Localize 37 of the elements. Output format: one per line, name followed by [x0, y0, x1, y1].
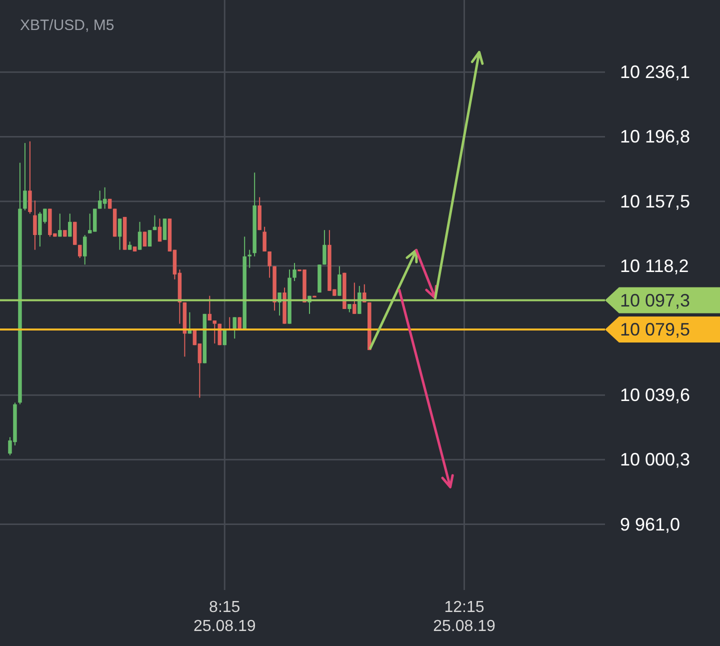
candlestick — [138, 221, 142, 250]
candlestick — [162, 218, 167, 240]
candlestick — [82, 234, 87, 266]
y-tick-label: 10 039,6 — [620, 385, 690, 406]
candlestick — [248, 249, 252, 268]
y-tick-label: 10 000,3 — [620, 450, 690, 470]
ref-line-label: 10 079,5 — [620, 320, 690, 340]
x-tick-label: 12:15 25.08.19 — [433, 599, 496, 635]
candlestick — [58, 213, 62, 238]
candlestick — [352, 282, 356, 314]
candlestick — [262, 226, 266, 252]
y-tick-label: 10 157,5 — [620, 191, 690, 212]
y-tick-label: 9 961,0 — [620, 514, 680, 534]
y-tick-label: 10 196,8 — [620, 126, 690, 147]
candlestick — [148, 230, 152, 248]
candlestick — [338, 266, 342, 296]
ref-line-label: 10 097,3 — [620, 290, 690, 310]
candlestick — [68, 213, 72, 238]
candlestick — [28, 140, 32, 214]
candlestick — [268, 250, 272, 278]
candlestick — [322, 230, 326, 266]
candlestick — [212, 320, 217, 344]
x-tick-label: 8:15 25.08.19 — [193, 599, 256, 635]
candlestick — [73, 221, 77, 246]
candlestick — [23, 142, 27, 211]
y-tick-label: 10 118,2 — [620, 256, 689, 276]
y-tick-label: 10 236,1 — [620, 62, 690, 82]
candlestick — [33, 200, 37, 250]
candlestick — [292, 262, 296, 282]
candlestick — [78, 244, 82, 259]
candlestick — [142, 231, 147, 248]
candlestick — [358, 285, 362, 314]
candlestick — [158, 218, 162, 242]
candlestick — [118, 218, 122, 250]
candlestick — [208, 295, 212, 321]
candlestick — [232, 316, 236, 340]
text: XBT/USD, M5 — [20, 17, 114, 34]
